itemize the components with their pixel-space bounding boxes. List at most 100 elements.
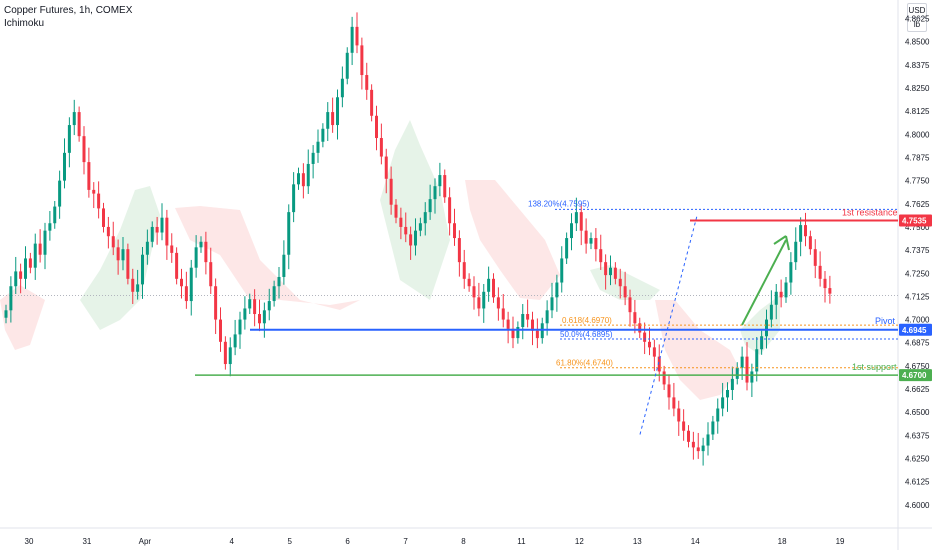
- y-tick-label: 4.6500: [905, 408, 930, 417]
- y-tick-label: 4.6875: [905, 339, 930, 348]
- candle-body: [521, 314, 525, 327]
- candle-body: [331, 112, 335, 126]
- candle-body: [350, 26, 354, 53]
- candle-body: [677, 408, 681, 422]
- candle-body: [165, 217, 169, 246]
- candle-body: [414, 230, 417, 246]
- unit-button[interactable]: lb: [907, 17, 927, 32]
- y-tick-label: 4.6750: [905, 362, 930, 371]
- candle-body: [53, 206, 57, 224]
- candle-body: [77, 112, 81, 137]
- indicator-label: Ichimoku: [4, 18, 45, 29]
- y-tick-label: 4.6250: [905, 455, 930, 464]
- candle-body: [87, 162, 91, 190]
- candle-body: [394, 204, 398, 218]
- candle-body: [638, 323, 642, 333]
- candle-body: [535, 330, 539, 339]
- candle-body: [477, 297, 481, 309]
- candle-body: [599, 249, 603, 263]
- candle-body: [375, 115, 378, 139]
- candle-body: [652, 347, 656, 357]
- fib-618-label: 0.618(4.6970): [562, 316, 612, 325]
- candle-body: [297, 173, 300, 185]
- y-tick-label: 4.6375: [905, 431, 930, 440]
- candle-body: [24, 258, 27, 279]
- candle-body: [545, 310, 549, 324]
- x-tick-label: 4: [230, 537, 235, 546]
- ichimoku-cloud-red: [175, 206, 360, 310]
- bullish-arrow-icon: [741, 239, 787, 326]
- candle-body: [633, 312, 637, 324]
- candle-body: [121, 249, 125, 261]
- candle-body: [102, 208, 105, 227]
- candle-body: [657, 356, 661, 372]
- support-price-tag-text: 4.6700: [902, 371, 927, 380]
- candle-body: [526, 314, 530, 320]
- candle-body: [662, 371, 666, 385]
- x-tick-label: 6: [345, 537, 350, 546]
- candle-body: [462, 262, 466, 279]
- candle-body: [574, 212, 578, 224]
- candle-body: [150, 226, 154, 242]
- candle-body: [404, 226, 408, 235]
- fib-ext-label: 138.20%(4.7595): [528, 199, 590, 208]
- candle-body: [262, 310, 266, 324]
- chart-title: Copper Futures, 1h, COMEX: [4, 5, 133, 16]
- candle-body: [706, 434, 710, 446]
- candle-body: [760, 336, 764, 350]
- pivot-price-tag-text: 4.6945: [902, 326, 927, 335]
- candle-body: [204, 241, 208, 263]
- candle-body: [409, 234, 413, 246]
- candle-body: [340, 78, 344, 98]
- candle-body: [667, 384, 671, 398]
- ichimoku-cloud-red: [465, 180, 560, 300]
- candle-body: [443, 175, 447, 198]
- candle-body: [623, 286, 627, 298]
- y-tick-label: 4.6125: [905, 478, 930, 487]
- fib-trend-line: [639, 215, 698, 435]
- candle-body: [223, 341, 227, 365]
- candle-body: [384, 156, 388, 179]
- candle-body: [399, 217, 403, 227]
- y-tick-label: 4.7250: [905, 269, 930, 278]
- y-tick-label: 4.8000: [905, 130, 930, 139]
- candle-body: [243, 308, 247, 320]
- candle-body: [175, 252, 179, 279]
- candle-body: [784, 282, 788, 298]
- candle-body: [696, 447, 700, 452]
- candle-body: [438, 175, 442, 187]
- candle-body: [126, 249, 130, 279]
- x-tick-label: 7: [403, 537, 408, 546]
- y-tick-label: 4.7000: [905, 316, 930, 325]
- candle-body: [170, 245, 174, 253]
- candle-body: [584, 230, 588, 244]
- candle-body: [292, 184, 296, 213]
- candle-body: [311, 152, 315, 164]
- candle-body: [418, 223, 422, 231]
- candle-body: [248, 299, 252, 309]
- candle-body: [808, 236, 812, 250]
- y-tick-label: 4.7125: [905, 292, 930, 301]
- candle-body: [828, 288, 832, 294]
- candle-body: [116, 247, 120, 261]
- candle-body: [740, 356, 744, 368]
- candle-body: [799, 225, 803, 242]
- candle-body: [326, 112, 330, 129]
- candle-body: [253, 299, 257, 315]
- candle-body: [145, 241, 149, 255]
- candle-body: [823, 278, 827, 289]
- candle-body: [9, 286, 13, 311]
- candle-body: [301, 173, 305, 187]
- candle-body: [219, 319, 222, 342]
- candle-body: [750, 371, 754, 383]
- candle-body: [804, 225, 807, 237]
- candle-body: [555, 282, 559, 298]
- fib-618b-label: 61.80%(4.6740): [556, 359, 613, 368]
- candle-body: [306, 163, 310, 187]
- candle-body: [189, 267, 193, 302]
- candle-body: [180, 278, 183, 287]
- candle-body: [63, 152, 66, 181]
- candle-body: [565, 238, 569, 259]
- candle-body: [4, 310, 8, 318]
